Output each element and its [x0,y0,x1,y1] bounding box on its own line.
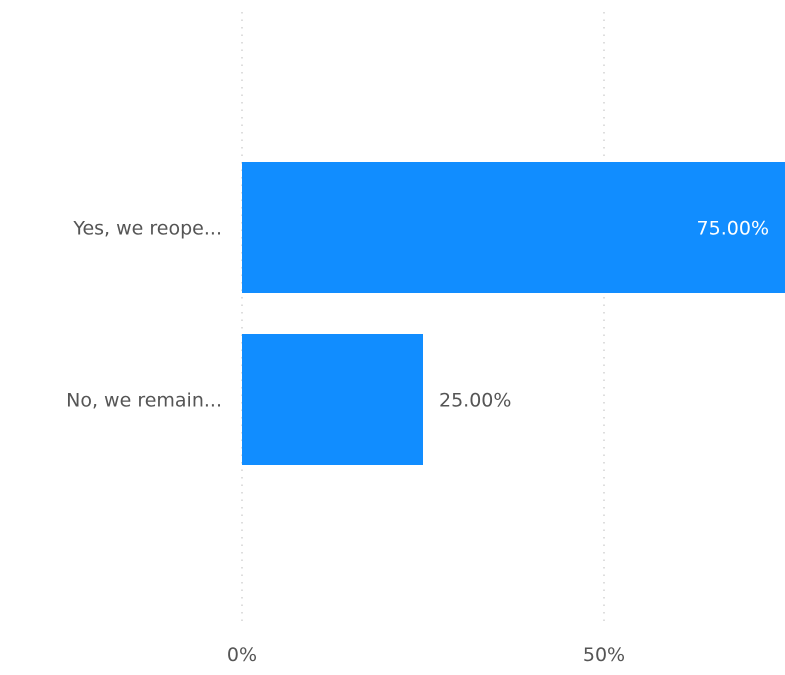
category-label: No, we remain... [66,390,222,412]
bars [242,162,785,465]
x-tick-label: 50% [583,644,625,666]
bar-1 [242,334,423,465]
bar-0 [242,162,785,293]
data-label: 25.00% [439,390,511,412]
category-label: Yes, we reope... [72,218,222,240]
gridlines [241,12,605,622]
x-tick-label: 0% [227,644,257,666]
labels: 0% 50% Yes, we reope... 75.00% No, we remain… [66,218,769,667]
data-label: 75.00% [697,218,769,240]
